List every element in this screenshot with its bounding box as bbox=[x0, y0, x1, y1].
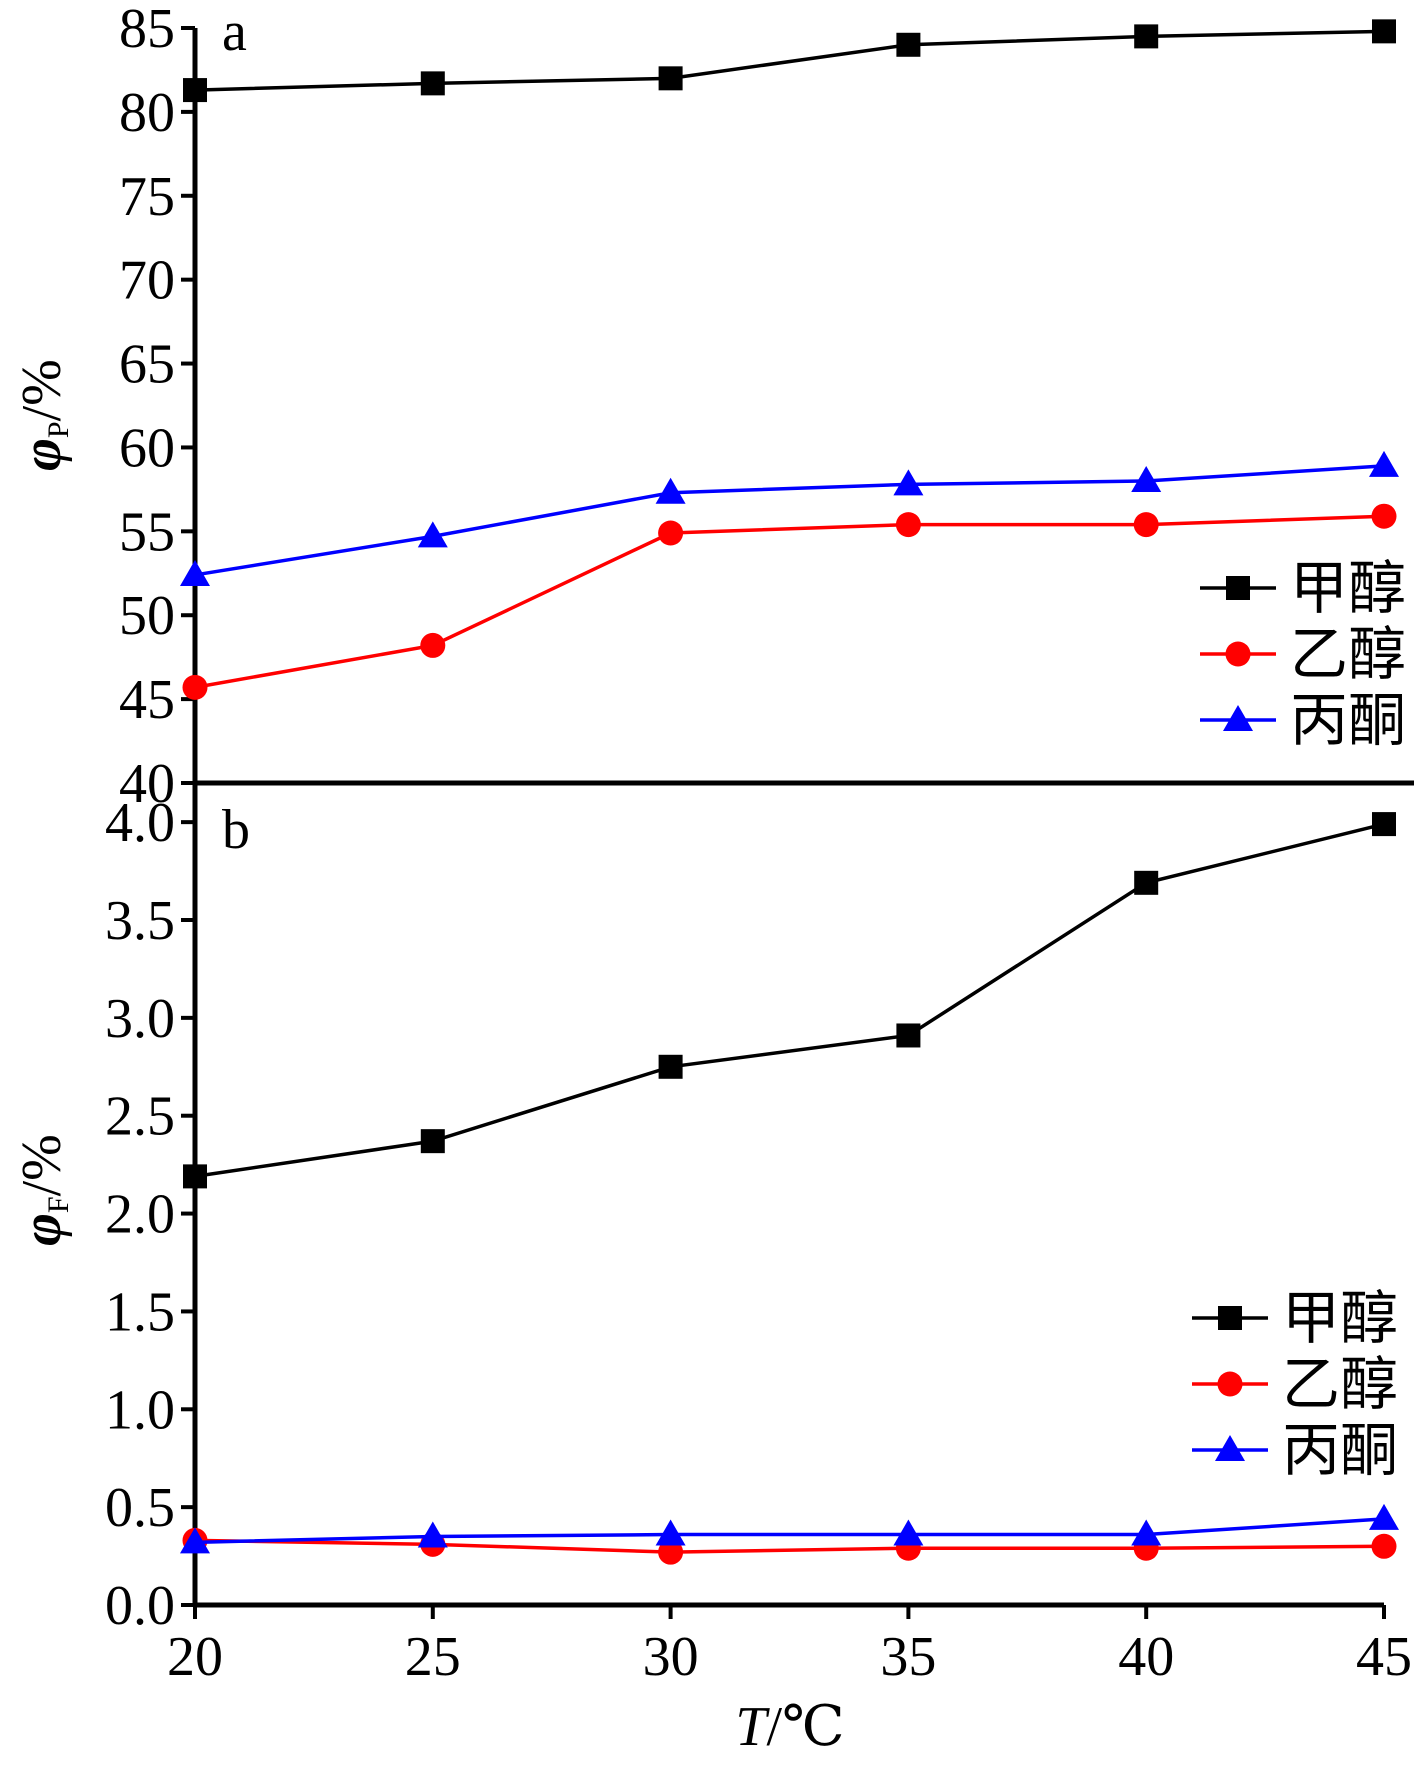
y-tick-label: 80 bbox=[119, 82, 175, 144]
legend-label: 丙酮 bbox=[1282, 1418, 1398, 1483]
data-point bbox=[896, 1023, 921, 1048]
x-tick-label: 45 bbox=[1356, 1626, 1412, 1688]
legend-marker bbox=[1225, 641, 1251, 667]
y-tick-label: 60 bbox=[119, 417, 175, 479]
data-point bbox=[420, 1129, 445, 1154]
series-line bbox=[194, 1517, 1385, 1545]
data-point bbox=[182, 674, 208, 700]
data-point bbox=[1133, 512, 1159, 538]
y-tick-label: 50 bbox=[119, 585, 175, 647]
x-tick-label: 25 bbox=[405, 1626, 461, 1688]
data-point bbox=[655, 477, 686, 504]
data-point bbox=[1372, 19, 1396, 44]
data-point bbox=[658, 66, 683, 91]
data-point bbox=[655, 1519, 686, 1546]
legend-marker bbox=[1215, 1435, 1245, 1461]
y-tick-label: 0.0 bbox=[105, 1575, 175, 1637]
data-point bbox=[1131, 466, 1162, 492]
data-point bbox=[417, 1521, 448, 1548]
y-tick-label: 65 bbox=[119, 334, 175, 396]
y-tick-label: 85 bbox=[119, 0, 175, 60]
series-line bbox=[194, 1538, 1385, 1554]
data-point bbox=[1372, 812, 1396, 837]
series-line bbox=[194, 822, 1385, 1179]
y-tick-label: 1.5 bbox=[105, 1281, 175, 1343]
data-point bbox=[183, 78, 207, 103]
series-line bbox=[194, 464, 1385, 577]
y-tick-label: 2.0 bbox=[105, 1184, 175, 1246]
y-tick-label: 3.5 bbox=[105, 890, 175, 952]
y-tick-label: 75 bbox=[119, 166, 175, 228]
legend-label: 乙醇 bbox=[1290, 622, 1406, 687]
data-point bbox=[420, 632, 446, 658]
data-point bbox=[180, 559, 210, 586]
data-point bbox=[658, 520, 684, 546]
data-point bbox=[420, 71, 445, 96]
data-point bbox=[417, 521, 448, 548]
y-tick-label: 70 bbox=[119, 250, 175, 312]
x-tick-label: 30 bbox=[643, 1626, 699, 1688]
x-tick-label: 20 bbox=[167, 1626, 223, 1688]
data-point bbox=[893, 1519, 924, 1546]
y-axis-label: φF/% bbox=[11, 1134, 75, 1246]
y-tick-label: 45 bbox=[119, 669, 175, 731]
data-point bbox=[183, 1164, 207, 1189]
data-point bbox=[1134, 24, 1159, 49]
x-tick-label: 35 bbox=[880, 1626, 936, 1688]
y-tick-label: 0.5 bbox=[105, 1477, 175, 1539]
data-point bbox=[896, 32, 921, 57]
data-point bbox=[1371, 503, 1397, 529]
x-tick-label: 40 bbox=[1118, 1626, 1174, 1688]
legend-marker bbox=[1223, 705, 1253, 731]
legend-label: 乙醇 bbox=[1282, 1352, 1398, 1417]
legend-label: 丙酮 bbox=[1290, 688, 1406, 753]
data-point bbox=[1371, 1533, 1397, 1559]
data-point bbox=[1369, 450, 1399, 477]
data-point bbox=[180, 1527, 210, 1554]
panel-b: 0.0 0.5 1.0 1.5 2.0 2.5 3.0 3.5 4.0 20 25 30 35 40 45 φ… bbox=[11, 783, 1412, 1688]
data-point bbox=[893, 469, 924, 496]
y-tick-label: 55 bbox=[119, 501, 175, 563]
panel-label: a bbox=[222, 1, 247, 63]
data-point bbox=[1369, 1503, 1399, 1530]
legend-marker bbox=[1217, 1371, 1243, 1397]
panel-label: b bbox=[222, 799, 250, 861]
legend-marker bbox=[1226, 576, 1250, 600]
legend-label: 甲醇 bbox=[1282, 1286, 1398, 1351]
series-line bbox=[194, 29, 1385, 92]
y-tick-label: 4.0 bbox=[105, 792, 175, 854]
data-point bbox=[658, 1054, 683, 1079]
series-line bbox=[194, 514, 1385, 690]
legend-marker bbox=[1218, 1306, 1242, 1330]
data-point bbox=[895, 512, 921, 538]
data-point bbox=[1131, 1519, 1162, 1546]
legend-label: 甲醇 bbox=[1290, 556, 1406, 621]
y-tick-label: 3.0 bbox=[105, 988, 175, 1050]
y-axis-label: φP/% bbox=[11, 359, 75, 471]
y-tick-label: 2.5 bbox=[105, 1086, 175, 1148]
x-axis-label: T/℃ bbox=[735, 1696, 844, 1758]
y-tick-label: 1.0 bbox=[105, 1379, 175, 1441]
data-point bbox=[658, 1539, 684, 1565]
data-point bbox=[1134, 870, 1159, 895]
y-tick-label: 40 bbox=[119, 753, 175, 815]
